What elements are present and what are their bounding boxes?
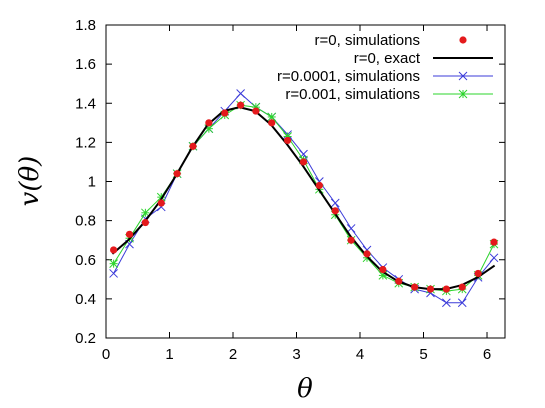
data-point <box>141 208 150 218</box>
data-point <box>125 230 134 238</box>
y-tick-label: 1 <box>88 174 96 191</box>
data-point <box>173 170 181 178</box>
data-point <box>490 238 498 246</box>
data-point <box>411 283 419 291</box>
y-tick-label: 1.8 <box>75 17 96 34</box>
series-layer <box>109 89 499 308</box>
legend-marker <box>458 89 468 99</box>
data-point <box>205 119 213 127</box>
data-point <box>315 181 323 190</box>
data-point <box>442 298 451 308</box>
legend-marker <box>459 36 467 44</box>
data-point <box>141 218 149 227</box>
y-tick-label: 1.2 <box>75 134 96 151</box>
data-point <box>330 198 340 208</box>
data-point <box>458 283 466 291</box>
series-4 <box>109 100 499 296</box>
legend-label: r=0, simulations <box>315 32 420 49</box>
legend-label: r=0.0001, simulations <box>277 68 420 85</box>
data-point <box>284 136 292 145</box>
x-tick-label: 4 <box>356 346 364 363</box>
data-point <box>395 277 403 285</box>
series-1 <box>110 101 498 293</box>
legend-marker <box>458 71 468 81</box>
y-tick-label: 0.4 <box>75 291 96 308</box>
y-tick-label: 0.8 <box>75 213 96 230</box>
data-point <box>379 265 387 274</box>
data-point <box>363 250 371 258</box>
x-tick-label: 0 <box>102 346 110 363</box>
x-tick-label: 2 <box>229 346 237 363</box>
data-point <box>221 109 229 117</box>
y-tick-label: 0.2 <box>75 330 96 347</box>
x-tick-label: 6 <box>483 346 491 363</box>
y-axis-label: v(θ) <box>15 156 45 207</box>
data-point <box>110 246 118 254</box>
x-tick-label: 1 <box>165 346 173 363</box>
series-line <box>113 104 495 292</box>
legend-label: r=0.001, simulations <box>285 86 420 103</box>
data-point <box>489 253 499 263</box>
series-line <box>111 106 496 291</box>
series-3 <box>109 89 499 308</box>
data-point <box>252 107 260 115</box>
x-tick-label: 3 <box>292 346 300 363</box>
data-point <box>457 298 467 308</box>
y-tick-label: 1.6 <box>75 56 96 73</box>
data-point <box>157 199 165 207</box>
data-point <box>109 259 118 269</box>
y-tick-label: 1.4 <box>75 95 96 112</box>
series-2 <box>111 106 496 291</box>
data-point <box>442 285 450 293</box>
data-point <box>474 269 482 278</box>
data-point <box>426 285 435 293</box>
axes-layer: 0 1 2 3 4 5 6 0.2 0.4 0.6 0.8 1 1.2 1.4 1.6 1.8 <box>75 17 506 363</box>
x-axis-label: θ <box>297 374 313 404</box>
data-point <box>347 236 355 244</box>
x-tick-label: 5 <box>419 346 427 363</box>
data-point <box>109 269 118 278</box>
y-tick-label: 0.6 <box>75 252 96 269</box>
data-point <box>268 119 276 127</box>
data-point <box>189 142 197 150</box>
data-point <box>236 89 245 98</box>
data-point <box>346 224 356 233</box>
data-point <box>237 101 245 109</box>
legend-label: r=0, exact <box>354 50 421 67</box>
series-line <box>113 92 495 304</box>
data-point <box>299 158 308 166</box>
data-point <box>331 207 339 215</box>
